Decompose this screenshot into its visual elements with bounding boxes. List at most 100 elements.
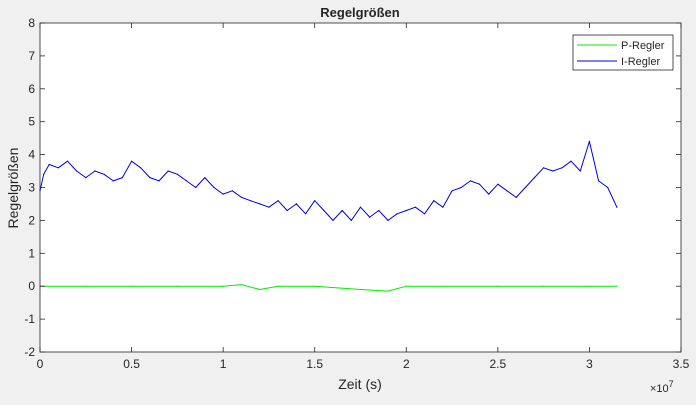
data-point-i-regler	[460, 186, 462, 189]
data-point-p-regler	[85, 285, 87, 287]
y-tick-label: 2	[28, 213, 35, 227]
plot-area	[40, 23, 681, 352]
data-point-i-regler	[295, 203, 297, 205]
data-point-i-regler	[524, 186, 526, 189]
y-tick-label: -1	[24, 312, 35, 326]
legend-box	[572, 34, 674, 71]
data-point-i-regler	[66, 160, 69, 162]
data-point-i-regler	[579, 170, 581, 172]
data-point-i-regler	[332, 219, 334, 221]
data-point-p-regler	[277, 285, 279, 287]
y-tick-label: 4	[28, 148, 35, 162]
x-exponent-label: ×107	[650, 379, 674, 395]
legend-label-i-regler: I-Regler	[621, 56, 660, 68]
data-point-i-regler	[185, 180, 188, 182]
chart-title: Regelgrößen	[320, 5, 400, 20]
data-point-p-regler	[588, 285, 591, 287]
data-point-i-regler	[57, 167, 59, 169]
data-point-i-regler	[497, 183, 499, 185]
data-point-p-regler	[497, 285, 499, 287]
y-tick-label: 6	[28, 82, 35, 96]
data-point-i-regler	[231, 190, 233, 192]
data-point-i-regler	[451, 190, 453, 192]
data-point-i-regler	[616, 206, 618, 208]
data-point-i-regler	[607, 186, 609, 189]
data-point-i-regler	[250, 200, 252, 202]
data-point-i-regler	[131, 160, 133, 162]
y-tick-label: 3	[28, 181, 35, 195]
data-point-i-regler	[533, 177, 536, 179]
data-point-i-regler	[167, 170, 169, 172]
y-tick-label: 5	[28, 115, 35, 129]
x-axis-label: Zeit (s)	[338, 376, 382, 392]
data-point-p-regler	[131, 285, 133, 287]
data-point-i-regler	[369, 216, 371, 218]
data-point-i-regler	[85, 177, 87, 179]
data-point-i-regler	[378, 209, 380, 212]
data-point-i-regler	[305, 213, 307, 215]
y-axis: -2 -1 0 1 2 3 4 5 6 7 8	[24, 16, 681, 359]
data-point-i-regler	[414, 206, 416, 208]
data-point-i-regler	[405, 209, 407, 212]
data-point-i-regler	[48, 163, 50, 166]
data-point-i-regler	[176, 173, 178, 175]
data-point-i-regler	[350, 219, 352, 221]
data-point-i-regler	[103, 173, 105, 175]
data-point-i-regler	[43, 173, 45, 175]
data-point-p-regler	[240, 284, 243, 286]
data-point-i-regler	[488, 193, 490, 195]
data-point-p-regler	[442, 285, 444, 287]
data-point-i-regler	[598, 180, 600, 182]
data-point-i-regler	[561, 167, 563, 169]
x-tick-label: 2.5	[490, 357, 507, 371]
data-point-i-regler	[478, 183, 481, 185]
data-point-p-regler	[405, 285, 407, 287]
data-point-i-regler	[588, 140, 591, 142]
data-point-i-regler	[268, 206, 270, 208]
data-point-i-regler	[121, 177, 123, 179]
data-point-p-regler	[359, 288, 362, 291]
data-point-i-regler	[259, 203, 261, 205]
data-point-p-regler	[616, 285, 618, 287]
data-point-i-regler	[506, 190, 508, 192]
x-exponent-power: 7	[669, 379, 674, 389]
y-tick-label: 1	[28, 246, 35, 260]
data-point-i-regler	[195, 186, 197, 189]
data-point-i-regler	[94, 170, 96, 172]
y-tick-label: 0	[28, 279, 35, 293]
data-point-i-regler	[570, 160, 572, 162]
x-tick-label: 0	[37, 357, 44, 371]
y-tick-label: 8	[28, 16, 35, 30]
x-tick-label: 3.5	[673, 357, 690, 371]
data-point-i-regler	[149, 177, 151, 179]
data-point-i-regler	[76, 170, 78, 172]
data-point-i-regler	[277, 200, 279, 202]
y-tick-label: -2	[24, 345, 35, 359]
data-point-i-regler	[222, 193, 224, 195]
data-point-i-regler	[433, 200, 435, 202]
y-tick-label: 7	[28, 49, 35, 63]
data-point-i-regler	[204, 177, 206, 179]
data-point-p-regler	[176, 285, 178, 287]
x-tick-label: 2	[403, 357, 410, 371]
data-point-i-regler	[469, 180, 471, 182]
x-axis: 0 0.5 1 1.5 2 2.5 3 3.5	[37, 23, 690, 371]
data-point-i-regler	[341, 209, 343, 212]
data-point-p-regler	[314, 285, 316, 287]
data-point-i-regler	[359, 206, 362, 208]
x-tick-label: 1	[220, 357, 227, 371]
data-point-i-regler	[140, 167, 142, 169]
data-point-i-regler	[314, 200, 316, 202]
data-point-i-regler	[240, 196, 243, 198]
x-tick-label: 0.5	[123, 357, 140, 371]
legend[interactable]: P-Regler I-Regler	[572, 34, 674, 71]
data-point-i-regler	[442, 206, 444, 208]
legend-label-p-regler: P-Regler	[621, 40, 665, 52]
x-exponent-base: ×10	[650, 383, 669, 395]
data-point-i-regler	[396, 213, 398, 215]
x-tick-label: 3	[586, 357, 593, 371]
data-point-i-regler	[213, 186, 215, 189]
data-point-i-regler	[515, 196, 517, 198]
